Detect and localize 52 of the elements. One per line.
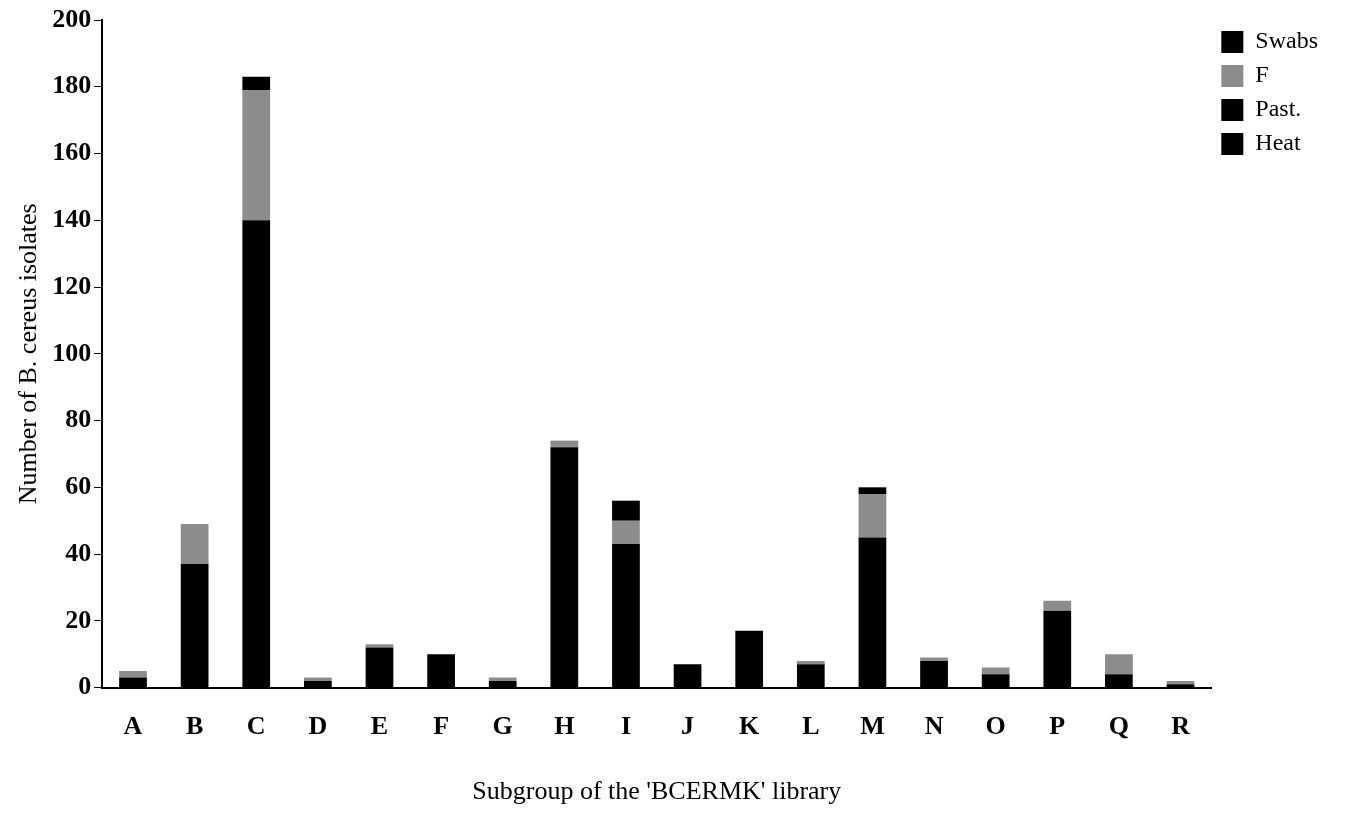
- bar: [1043, 600, 1072, 611]
- x-tick-label: Q: [1108, 710, 1130, 740]
- x-tick-label: H: [554, 710, 575, 740]
- x-tick-label: P: [1049, 710, 1066, 740]
- x-tick-label: E: [370, 710, 389, 740]
- y-tick-label: 60: [65, 471, 92, 501]
- y-tick-label: 120: [52, 270, 92, 300]
- bar: [119, 670, 147, 678]
- x-tick-label: G: [492, 710, 513, 740]
- bar: [796, 660, 825, 665]
- x-axis-title: Subgroup of the 'BCERMK' library: [472, 776, 842, 806]
- legend-label: Swabs: [1255, 27, 1318, 54]
- bar: [242, 76, 271, 91]
- bar: [1105, 654, 1133, 675]
- y-tick-label: 140: [52, 204, 92, 233]
- bar: [180, 524, 209, 565]
- legend-label: F: [1255, 61, 1269, 88]
- bar: [612, 500, 640, 521]
- bar: [365, 644, 394, 648]
- bar: [981, 667, 1010, 675]
- bar: [612, 520, 640, 545]
- x-tick-label: L: [802, 710, 820, 740]
- x-tick-label: F: [433, 710, 450, 740]
- y-tick-label: 180: [52, 70, 92, 100]
- x-tick-label: I: [620, 710, 632, 740]
- legend-label: Past.: [1255, 95, 1302, 122]
- bar: [858, 494, 887, 538]
- y-axis-title: Number of B. cereus isolates: [13, 203, 43, 505]
- legend-label: Heat: [1255, 129, 1301, 156]
- y-tick-label: 80: [65, 404, 92, 434]
- bar: [242, 90, 271, 221]
- y-tick-label: 200: [52, 3, 92, 33]
- x-tick-label: O: [985, 710, 1006, 740]
- x-tick-label: A: [123, 710, 143, 740]
- bar: [304, 677, 332, 681]
- x-tick-label: B: [185, 710, 204, 740]
- x-tick-label: M: [860, 710, 885, 740]
- x-tick-label: D: [308, 710, 328, 740]
- bar: [488, 677, 517, 681]
- bar: [858, 487, 887, 494]
- y-tick-label: 20: [65, 604, 92, 634]
- x-tick-label: J: [681, 710, 695, 740]
- x-tick-label: R: [1171, 710, 1191, 740]
- x-tick-label: N: [924, 710, 944, 740]
- y-tick-label: 0: [78, 671, 92, 701]
- y-tick-label: 40: [65, 537, 92, 567]
- y-tick-label: 100: [52, 337, 92, 367]
- bar: [550, 440, 579, 448]
- bar: [920, 657, 948, 661]
- y-tick-label: 160: [52, 137, 92, 167]
- x-tick-label: C: [246, 710, 266, 740]
- x-tick-label: K: [739, 710, 761, 740]
